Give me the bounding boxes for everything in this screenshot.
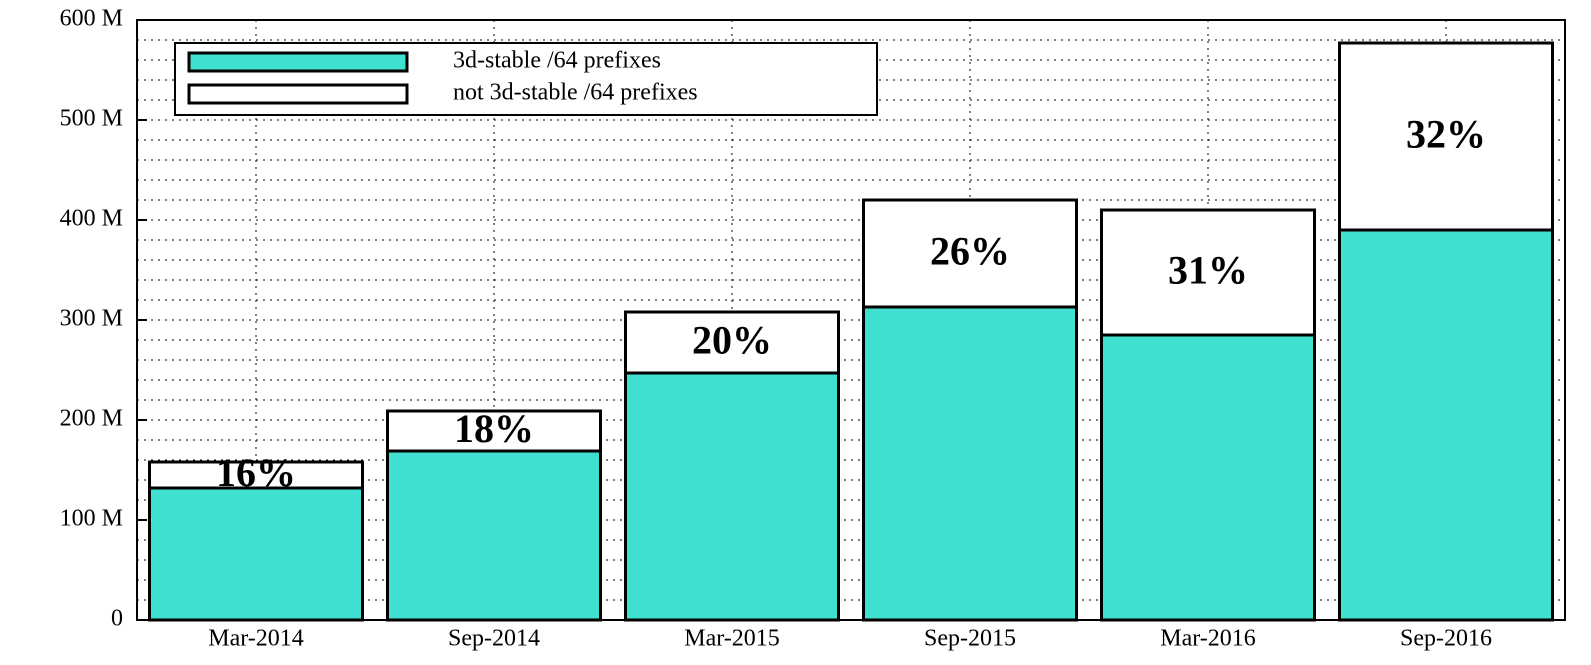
x-tick-label: Mar-2014 <box>208 626 304 652</box>
percent-label: 20% <box>692 318 772 363</box>
bar-segment <box>385 449 603 622</box>
y-tick-label: 600 M <box>60 6 123 32</box>
bar-segment <box>623 371 841 622</box>
bar-segment <box>861 305 1079 622</box>
bar-segment <box>385 409 603 453</box>
bar-segment <box>623 310 841 375</box>
percent-label: 26% <box>930 229 1010 274</box>
y-tick-label: 100 M <box>60 506 123 532</box>
x-tick-label: Sep-2014 <box>448 626 540 652</box>
legend-label: 3d-stable /64 prefixes <box>453 48 661 74</box>
x-tick-label: Mar-2015 <box>684 626 780 652</box>
legend-swatch <box>187 83 409 105</box>
percent-label: 32% <box>1406 112 1486 157</box>
x-tick-label: Sep-2016 <box>1400 626 1492 652</box>
x-tick-label: Sep-2015 <box>924 626 1016 652</box>
x-tick-label: Mar-2016 <box>1160 626 1256 652</box>
y-tick-label: 400 M <box>60 206 123 232</box>
legend-label: not 3d-stable /64 prefixes <box>453 80 698 106</box>
percent-label: 16% <box>216 450 296 495</box>
y-tick-label: 0 <box>111 606 123 632</box>
plot-frame <box>136 19 1566 621</box>
bar-segment <box>861 198 1079 309</box>
legend-swatch <box>187 51 409 73</box>
y-tick-label: 300 M <box>60 306 123 332</box>
y-tick-label: 500 M <box>60 106 123 132</box>
bar-segment <box>1337 228 1555 622</box>
bar-segment <box>1337 41 1555 232</box>
percent-label: 31% <box>1168 248 1248 293</box>
bar-segment <box>1099 333 1317 622</box>
bar-segment <box>147 486 365 622</box>
percent-label: 18% <box>454 406 534 451</box>
y-tick-label: 200 M <box>60 406 123 432</box>
bar-segment <box>1099 208 1317 337</box>
bar-segment <box>147 460 365 490</box>
legend: 3d-stable /64 prefixes not 3d-stable /64 … <box>174 42 878 116</box>
